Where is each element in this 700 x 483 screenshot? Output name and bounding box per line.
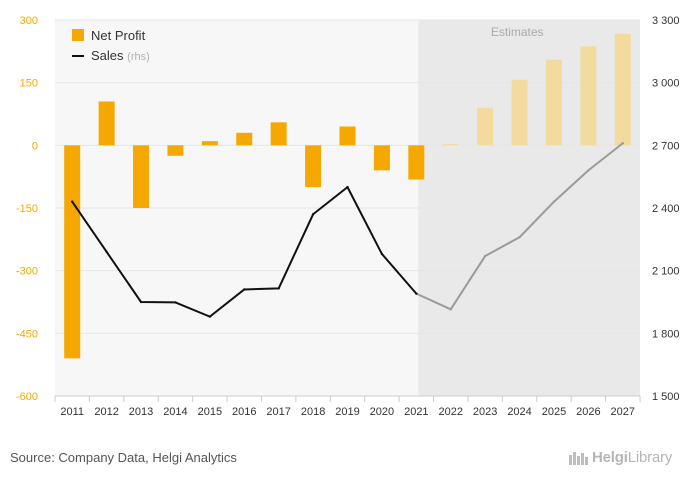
bar-2016 — [236, 132, 253, 146]
bar-2027 — [614, 33, 631, 146]
sales-point-2011 — [71, 200, 74, 203]
source-note: Source: Company Data, Helgi Analytics — [10, 450, 237, 465]
brand-bold: Helgi — [592, 449, 628, 466]
x-tick-label: 2021 — [404, 406, 428, 418]
bar-2026 — [580, 46, 597, 146]
sales-point-2021 — [415, 292, 418, 295]
right-axis: 3 300 3 000 2 700 2 400 2 100 1 800 1 500 — [652, 15, 680, 403]
left-tick-label: 0 — [32, 140, 38, 152]
x-tick-label: 2016 — [232, 406, 256, 418]
x-tick-label: 2022 — [438, 406, 462, 418]
sales-line — [71, 142, 624, 318]
x-axis: 2011 2012 2013 2014 2015 2016 2017 2018 2019 2020… — [54, 395, 641, 418]
bar-2018 — [305, 145, 322, 188]
x-tick-label: 2026 — [576, 406, 600, 418]
legend-label-sales: Sales (rhs) — [91, 48, 150, 63]
x-tick-label: 2025 — [542, 406, 566, 418]
legend: Net Profit Sales (rhs) — [72, 28, 150, 63]
left-tick-label: -150 — [16, 203, 38, 215]
bar-2011 — [64, 145, 81, 359]
sales-point-2016 — [243, 288, 246, 291]
left-tick-label: 300 — [20, 15, 38, 27]
estimates-label: Estimates — [491, 25, 544, 39]
sales-point-2024 — [518, 236, 521, 239]
sales-point-2015 — [208, 315, 212, 318]
bar-2025 — [545, 59, 562, 146]
sales-point-2013 — [139, 300, 143, 304]
x-tick-label: 2012 — [94, 406, 118, 418]
library-icon — [569, 452, 588, 466]
right-tick-label: 2 700 — [652, 140, 680, 152]
right-tick-label: 3 000 — [652, 78, 680, 90]
x-tick-label: 2023 — [473, 406, 497, 418]
x-tick-label: 2011 — [60, 406, 84, 418]
x-tick-label: 2015 — [198, 406, 222, 418]
x-tick-label: 2024 — [507, 406, 531, 418]
right-tick-label: 3 300 — [652, 15, 680, 27]
bar-2017 — [270, 122, 287, 146]
right-tick-label: 1 800 — [652, 328, 680, 340]
bar-2020 — [373, 145, 390, 171]
sales-point-2022 — [449, 308, 452, 311]
bar-2021 — [408, 145, 425, 180]
sales-point-2018 — [311, 213, 315, 216]
sales-point-2025 — [552, 200, 556, 203]
left-tick-label: -300 — [16, 266, 38, 278]
x-tick-label: 2014 — [163, 406, 187, 418]
bar-2012 — [98, 101, 115, 146]
x-tick-label: 2018 — [301, 406, 325, 418]
bar-2024 — [511, 79, 528, 146]
bar-2014 — [167, 145, 184, 156]
bar-2019 — [339, 126, 356, 146]
bar-2023 — [477, 107, 494, 146]
sales-point-2014 — [174, 301, 177, 304]
legend-swatch-net-profit — [72, 29, 84, 41]
sales-point-2023 — [483, 254, 487, 258]
bar-2022 — [442, 144, 459, 146]
left-tick-label: -450 — [16, 328, 38, 340]
sales-point-2012 — [105, 250, 108, 254]
sales-point-2027 — [621, 142, 624, 145]
left-tick-label: 150 — [20, 78, 38, 90]
left-tick-label: -600 — [16, 391, 38, 403]
right-tick-label: 1 500 — [652, 391, 680, 403]
brand-light: Library — [627, 449, 673, 466]
x-tick-label: 2017 — [266, 406, 290, 418]
bar-2013 — [133, 145, 150, 208]
sales-point-2019 — [346, 185, 349, 189]
sales-point-2026 — [587, 169, 590, 172]
right-tick-label: 2 400 — [652, 203, 680, 215]
helgi-library-logo: HelgiLibrary — [568, 449, 672, 466]
right-tick-label: 2 100 — [652, 266, 680, 278]
bar-2015 — [201, 141, 218, 146]
sales-point-2020 — [380, 252, 384, 256]
legend-label-net-profit: Net Profit — [91, 28, 146, 43]
x-tick-label: 2020 — [370, 406, 394, 418]
x-tick-label: 2019 — [335, 406, 359, 418]
left-axis: 300 150 0 -150 -300 -450 -600 — [16, 15, 38, 403]
sales-point-2017 — [277, 287, 280, 290]
net-profit-bars — [64, 33, 631, 359]
x-tick-label: 2027 — [611, 406, 635, 418]
x-tick-label: 2013 — [129, 406, 153, 418]
